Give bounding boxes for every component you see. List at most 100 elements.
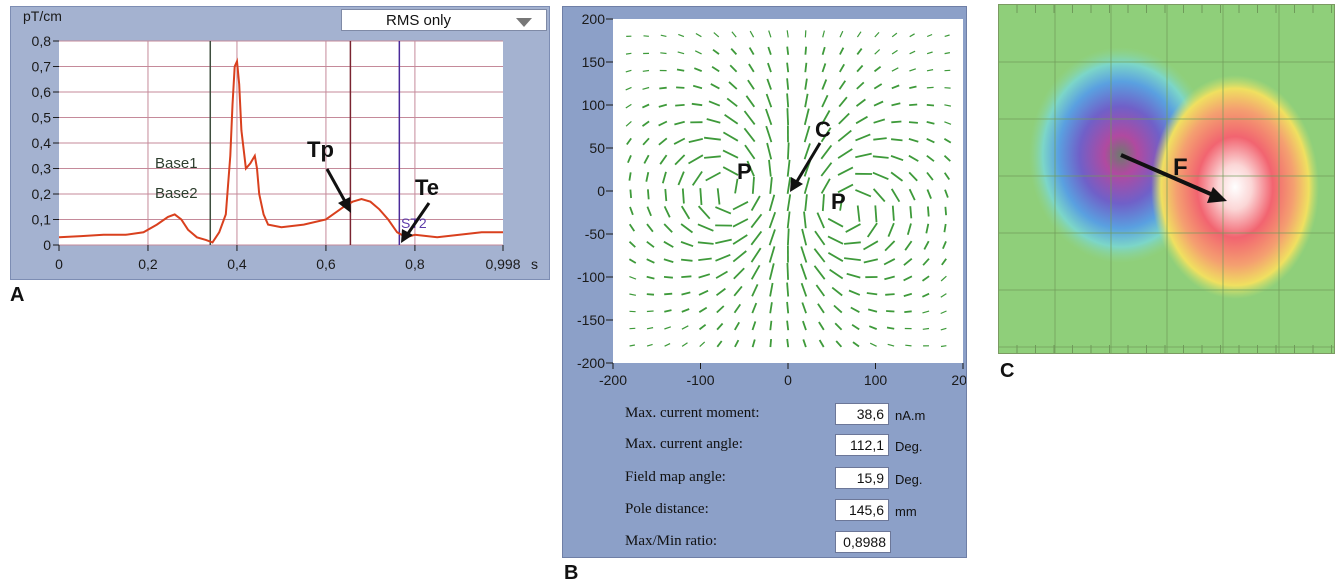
- y-tick-label: 50: [589, 140, 605, 156]
- y-tick-label: 0: [597, 183, 605, 199]
- y-tick-label: 0,6: [32, 84, 52, 100]
- current-arrow: [753, 177, 754, 194]
- stat-unit: Deg.: [895, 439, 922, 454]
- current-arrow: [770, 339, 771, 347]
- stat-unit: Deg.: [895, 472, 922, 487]
- stat-unit: mm: [895, 504, 917, 519]
- y-tick-label: 0,7: [32, 59, 52, 75]
- y-tick-label: -150: [577, 312, 605, 328]
- current-arrow: [941, 346, 946, 347]
- stat-value-field[interactable]: 145,6: [835, 499, 889, 521]
- current-arrow: [904, 311, 911, 312]
- current-arrow: [676, 87, 684, 88]
- p-right-label: P: [831, 189, 846, 214]
- current-arrow: [700, 188, 701, 205]
- current-arrow: [905, 345, 911, 346]
- current-arrow: [787, 302, 788, 313]
- current-arrow: [683, 189, 684, 204]
- y-tick-label: 0: [43, 237, 51, 253]
- current-arrow: [787, 263, 788, 280]
- stat-row: Max. current angle: 112,1 Deg.: [563, 434, 966, 458]
- y-unit-label: pT/cm: [23, 8, 62, 24]
- current-arrow: [787, 321, 788, 331]
- current-arrow: [787, 63, 788, 72]
- stat-value-field[interactable]: 15,9: [835, 467, 889, 489]
- current-arrow: [875, 205, 876, 222]
- panel-label-c: C: [1000, 360, 1014, 383]
- current-arrow: [647, 311, 654, 312]
- x-unit-label: s: [531, 256, 538, 272]
- current-arrow: [787, 93, 788, 107]
- current-arrow: [630, 190, 631, 198]
- current-arrow: [787, 283, 788, 297]
- current-arrow: [677, 70, 684, 71]
- te-label: Te: [415, 175, 439, 200]
- current-arrow: [891, 122, 901, 123]
- stat-row: Max. current moment: 38,6 nA.m: [563, 403, 966, 427]
- y-tick-label: 0,2: [32, 186, 52, 202]
- current-arrow: [664, 294, 672, 295]
- current-arrow: [909, 105, 917, 106]
- x-tick-label: 0: [784, 372, 792, 388]
- current-arrow: [647, 294, 654, 295]
- current-arrow: [927, 87, 934, 88]
- display-mode-dropdown[interactable]: RMS only: [341, 9, 547, 31]
- magnetic-field-map: F: [999, 5, 1334, 353]
- x-tick-label: 100: [864, 372, 888, 388]
- current-arrow: [629, 172, 630, 180]
- y-tick-label: 200: [582, 11, 606, 27]
- current-arrow: [886, 311, 894, 312]
- base1-label: Base1: [155, 155, 198, 172]
- tp-label: Tp: [307, 137, 334, 162]
- x-tick-label: 0,4: [227, 256, 247, 272]
- stat-label: Max/Min ratio:: [625, 533, 717, 550]
- y-tick-label: 0,4: [32, 135, 52, 151]
- current-arrow: [787, 78, 788, 89]
- x-tick-label: 200: [951, 372, 966, 388]
- current-arrow: [909, 122, 918, 123]
- stat-value-field[interactable]: 112,1: [835, 434, 889, 456]
- current-arrow: [643, 71, 649, 72]
- display-mode-value: RMS only: [386, 12, 451, 29]
- current-arrow: [805, 47, 806, 55]
- positive-pole: [1151, 75, 1319, 299]
- current-arrow: [945, 207, 946, 215]
- stat-row: Pole distance: 145,6 mm: [563, 499, 966, 523]
- current-arrow: [675, 105, 684, 106]
- stat-unit: nA.m: [895, 408, 925, 423]
- stat-value-field[interactable]: 38,6: [835, 403, 889, 425]
- x-tick-label: 0: [55, 256, 63, 272]
- current-arrow: [927, 105, 934, 106]
- stat-label: Pole distance:: [625, 501, 709, 518]
- y-tick-label: 150: [582, 54, 606, 70]
- panel-label-a: A: [10, 284, 24, 307]
- current-arrow: [910, 206, 911, 218]
- current-arrow: [660, 53, 666, 54]
- current-arrow: [788, 143, 789, 160]
- y-tick-label: 0,8: [32, 33, 52, 49]
- stat-row: Max/Min ratio: 0,8988: [563, 531, 966, 555]
- x-tick-label: 0,6: [316, 256, 336, 272]
- x-tick-label: -100: [686, 372, 714, 388]
- current-arrow: [787, 47, 788, 55]
- current-arrow: [665, 189, 666, 201]
- stat-label: Max. current moment:: [625, 405, 760, 422]
- p-left-label: P: [737, 159, 752, 184]
- x-tick-label: 0,998: [485, 256, 520, 272]
- current-arrow: [893, 206, 894, 221]
- stat-value-field[interactable]: 0,8988: [835, 531, 891, 553]
- x-tick-label: -200: [599, 372, 627, 388]
- current-arrow: [944, 224, 945, 232]
- x-tick-label: 0,8: [405, 256, 425, 272]
- current-arrow: [659, 88, 666, 89]
- stat-label: Field map angle:: [625, 469, 726, 486]
- y-tick-label: -200: [577, 355, 605, 371]
- base2-label: Base2: [155, 185, 198, 202]
- y-tick-label: -100: [577, 269, 605, 285]
- y-tick-label: 0,3: [32, 161, 52, 177]
- y-tick-label: 0,5: [32, 110, 52, 126]
- y-tick-label: -50: [585, 226, 605, 242]
